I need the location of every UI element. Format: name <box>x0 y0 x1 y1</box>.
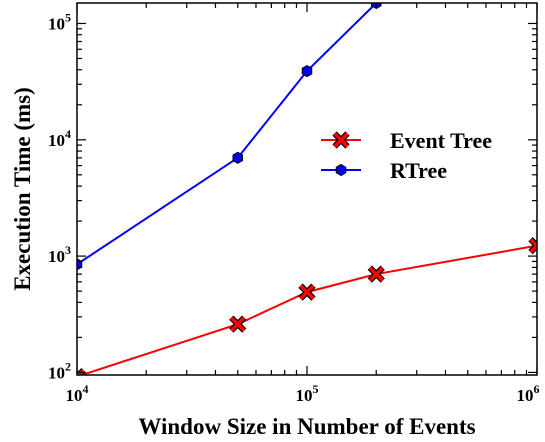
legend-marker-rtree <box>335 163 347 177</box>
y-tick-label: 105 <box>48 10 71 33</box>
legend-item-rtree: RTree <box>321 158 447 183</box>
data-point-rtree <box>301 64 313 78</box>
data-point-event-tree <box>529 237 537 254</box>
data-point-event-tree <box>229 316 246 332</box>
data-point-event-tree <box>368 266 385 282</box>
plot-frame <box>76 2 538 376</box>
series-line-rtree <box>77 3 377 266</box>
series-event-tree <box>77 237 537 375</box>
legend-label-rtree: RTree <box>390 158 447 183</box>
series-line-event-tree <box>78 244 537 375</box>
y-axis-label: Execution Time (ms) <box>10 87 35 291</box>
legend-label-event-tree: Event Tree <box>390 128 492 153</box>
series-layer <box>77 3 537 375</box>
x-tick-label: 104 <box>66 382 89 405</box>
legend-marker-event-tree <box>333 132 349 148</box>
y-tick-label: 102 <box>48 359 71 382</box>
data-point-rtree <box>232 151 244 164</box>
legend-item-event-tree: Event Tree <box>321 128 492 153</box>
data-point-event-tree <box>299 284 315 300</box>
legend: Event Tree RTree <box>321 128 492 183</box>
y-tick-label: 104 <box>48 127 71 150</box>
ticks-layer: 104 105 106 102 103 104 105 <box>48 3 540 405</box>
x-tick-label: 105 <box>296 382 319 405</box>
x-tick-label: 106 <box>517 382 540 405</box>
x-axis-label: Window Size in Number of Events <box>138 414 475 439</box>
y-tick-label: 103 <box>48 243 71 266</box>
